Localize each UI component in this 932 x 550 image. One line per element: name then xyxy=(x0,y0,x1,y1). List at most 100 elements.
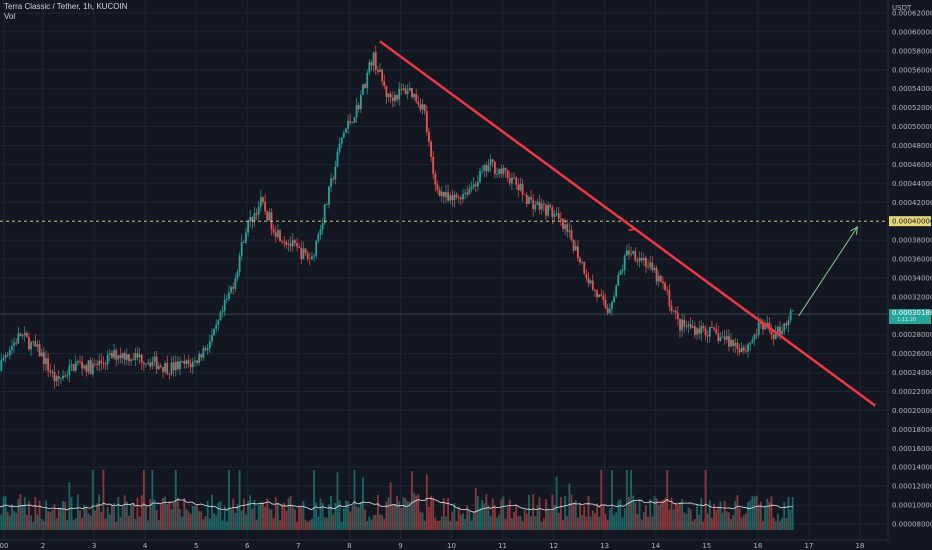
projection-arrow-line[interactable] xyxy=(798,226,858,317)
last-price-tag xyxy=(889,309,931,325)
volume-bar xyxy=(451,511,454,530)
candle-body xyxy=(708,326,711,337)
price-axis-panel[interactable] xyxy=(888,0,932,550)
volume-bar xyxy=(411,471,413,530)
candle-body xyxy=(68,365,71,376)
volume-bar xyxy=(91,470,94,530)
volume-bar xyxy=(176,497,179,530)
candle-body xyxy=(591,280,594,290)
volume-bar xyxy=(238,470,241,530)
candle-body xyxy=(479,171,481,182)
volume-bar xyxy=(345,500,347,530)
volume-bar xyxy=(757,504,760,530)
volume-bar xyxy=(251,508,254,530)
price-tick-label: 0.00046000 xyxy=(892,161,932,169)
volume-bar xyxy=(74,518,77,530)
volume-bar xyxy=(766,498,769,530)
volume-bar xyxy=(551,494,554,530)
volume-bar xyxy=(196,504,198,530)
volume-bar xyxy=(6,511,9,530)
time-tick-label: 10 xyxy=(447,542,456,550)
time-tick-label: 5 xyxy=(194,542,198,550)
volume-bar xyxy=(413,493,415,530)
candle-body xyxy=(183,360,186,364)
candle-body xyxy=(113,350,115,358)
candle-body xyxy=(202,348,205,358)
candle-body xyxy=(57,376,60,379)
time-axis-panel[interactable] xyxy=(0,540,932,550)
candle-body xyxy=(325,204,328,206)
volume-bar xyxy=(2,496,5,530)
volume-bar xyxy=(219,501,222,530)
candle-body xyxy=(311,256,313,260)
candle-body xyxy=(647,266,649,268)
candle-body xyxy=(540,203,543,210)
candle-body xyxy=(321,223,324,230)
volume-bar xyxy=(636,513,639,530)
candle-body xyxy=(447,192,449,201)
volume-bar xyxy=(383,518,386,530)
volume-bar xyxy=(245,514,247,530)
descending-trendline[interactable] xyxy=(379,40,877,407)
candle-body xyxy=(370,62,373,66)
candle-body xyxy=(715,329,718,334)
volume-bar xyxy=(64,501,67,530)
volume-bar xyxy=(713,503,715,530)
volume-bar xyxy=(723,500,726,530)
volume-bar xyxy=(430,495,432,530)
volume-bar xyxy=(685,513,688,530)
candle-body xyxy=(657,275,660,282)
candle-body xyxy=(468,188,471,195)
volume-bar xyxy=(296,521,298,530)
volume-bar xyxy=(68,482,71,530)
volume-bar xyxy=(553,505,556,530)
volume-bar xyxy=(138,516,141,530)
candle-body xyxy=(15,342,18,344)
volume-bar xyxy=(687,507,690,530)
candle-body xyxy=(719,336,722,341)
volume-bar xyxy=(672,509,675,530)
candle-body xyxy=(402,88,405,90)
candle-body xyxy=(102,362,105,364)
candle-body xyxy=(608,308,611,314)
time-tick-label: 13 xyxy=(600,542,609,550)
candle-body xyxy=(587,277,590,284)
candle-body xyxy=(642,257,645,261)
volume-bar xyxy=(96,503,98,530)
volume-bar xyxy=(730,518,732,530)
volume-bar xyxy=(555,476,558,530)
candle-body xyxy=(683,319,686,327)
candle-body xyxy=(315,240,318,256)
candle-body xyxy=(0,360,3,372)
volume-bar xyxy=(387,497,390,530)
projection-arrowhead xyxy=(850,225,859,235)
candle-body xyxy=(194,360,196,362)
candle-body xyxy=(198,354,201,363)
volume-bar xyxy=(615,512,618,530)
candle-body xyxy=(632,251,635,254)
candle-body xyxy=(287,243,290,245)
volume-bar xyxy=(34,496,37,530)
volume-bar xyxy=(204,516,207,530)
volume-bar xyxy=(283,502,286,530)
volume-bar xyxy=(530,516,532,530)
candle-body xyxy=(170,362,173,374)
time-axis-ticks: 00 2 3 4 5 6 7 8 9 10 11 12 13 14 15 16 17 18 xyxy=(0,542,864,550)
candle-body xyxy=(411,88,413,98)
target-price-tag xyxy=(889,216,931,227)
candle-body xyxy=(728,336,730,347)
volume-bar xyxy=(640,519,643,530)
candle-body xyxy=(562,218,564,229)
volume-bar xyxy=(106,506,109,530)
candle-body xyxy=(242,242,245,243)
candle-body xyxy=(453,194,456,201)
candle-body xyxy=(400,88,403,90)
candle-body xyxy=(221,310,224,313)
volume-bar xyxy=(649,499,652,530)
candle-body xyxy=(445,192,447,197)
volume-bar xyxy=(187,511,190,530)
candle-body xyxy=(104,363,107,365)
price-tick-label: 0.00044000 xyxy=(892,180,932,188)
volume-bar xyxy=(781,517,784,530)
